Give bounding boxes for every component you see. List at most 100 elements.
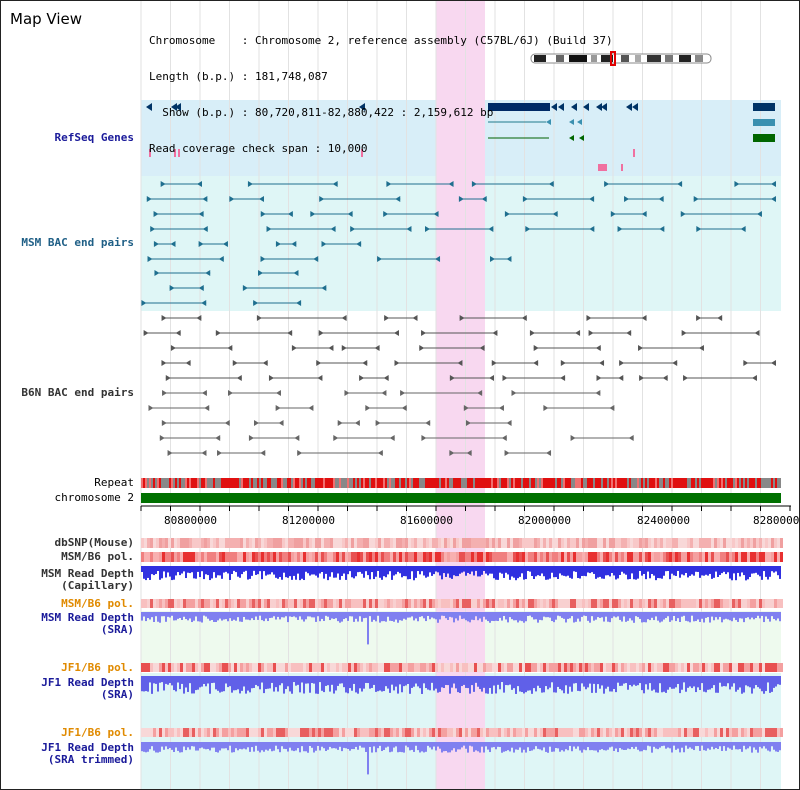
read-depth-bar (657, 676, 659, 693)
repeat-segment (389, 478, 391, 488)
read-depth-bar (705, 676, 707, 693)
bac-end-marker (560, 375, 566, 381)
repeat-segment (423, 478, 425, 488)
heat-cell (504, 552, 507, 562)
heat-cell (189, 728, 192, 737)
refseq-gene-arrow (569, 119, 574, 125)
read-depth-bar (215, 612, 217, 622)
read-depth-bar (769, 566, 771, 577)
read-depth-bar (309, 566, 311, 576)
refseq-genes-label[interactable]: RefSeq Genes (54, 131, 134, 144)
heat-cell (399, 599, 402, 608)
heat-cell (237, 599, 240, 608)
heat-cell (201, 663, 204, 672)
heat-cell (423, 663, 426, 672)
heat-cell (309, 663, 312, 672)
read-depth-bar (157, 676, 159, 692)
read-depth-bar (769, 676, 771, 693)
read-depth-bar (625, 612, 627, 622)
read-depth-bar (607, 612, 609, 622)
repeat-segment (585, 478, 587, 488)
read-depth-bar (483, 742, 485, 753)
heat-cell (372, 599, 375, 608)
heat-cell (456, 728, 459, 737)
read-depth-bar (219, 676, 221, 693)
heat-cell (705, 538, 708, 548)
read-depth-bar (753, 566, 755, 574)
repeat-segment (151, 478, 153, 488)
heat-cell (237, 538, 240, 548)
read-depth-bar (217, 566, 219, 576)
heat-cell (645, 599, 648, 608)
heat-cell (282, 663, 285, 672)
repeat-segment (549, 478, 551, 488)
bac-end-marker (143, 330, 149, 336)
read-depth-bar (417, 676, 419, 687)
heat-cell (522, 538, 525, 548)
heat-cell (462, 552, 465, 562)
heat-cell (585, 552, 588, 562)
heat-cell (276, 663, 279, 672)
read-depth-bar (707, 566, 709, 576)
repeat-segment (293, 478, 295, 488)
heat-cell (504, 663, 507, 672)
read-depth-bar (419, 612, 421, 617)
heat-cell (675, 552, 678, 562)
read-depth-bar (259, 566, 261, 572)
b6n-bac-label[interactable]: B6N BAC end pairs (21, 386, 134, 399)
read-depth-bar (693, 612, 695, 622)
read-depth-bar (627, 742, 629, 749)
repeat-segment (561, 478, 563, 488)
read-depth-bar (377, 566, 379, 571)
read-depth-bar (593, 612, 595, 621)
bac-end-marker (175, 330, 181, 336)
read-depth-bar (263, 566, 265, 572)
heat-cell (504, 599, 507, 608)
bac-end-marker (341, 345, 347, 351)
read-depth-bar (257, 566, 259, 575)
heat-cell (684, 728, 687, 737)
heat-cell (246, 538, 249, 548)
msm-bac-label[interactable]: MSM BAC end pairs (21, 236, 134, 249)
heat-cell (726, 728, 729, 737)
read-depth-bar (585, 676, 587, 690)
heat-cell (528, 552, 531, 562)
heat-cell (360, 599, 363, 608)
read-depth-bar (235, 742, 237, 749)
read-depth-bar (775, 676, 777, 687)
read-depth-bar (529, 566, 531, 572)
heat-cell (342, 538, 345, 548)
read-depth-bar (181, 612, 183, 620)
heat-cell (720, 599, 723, 608)
refseq-gene-arrow (601, 103, 607, 111)
read-depth-bar (759, 566, 761, 577)
ideogram-position-marker (610, 51, 616, 66)
heat-cell (291, 552, 294, 562)
heat-cell (186, 728, 189, 737)
repeat-segment (535, 478, 537, 488)
read-depth-bar (159, 676, 161, 683)
read-depth-bar (295, 676, 297, 686)
read-depth-bar (213, 742, 215, 748)
heat-cell (756, 728, 759, 737)
read-depth-bar (605, 566, 607, 576)
heat-cell (654, 552, 657, 562)
bac-end-marker (321, 285, 327, 291)
bac-end-marker (258, 270, 264, 276)
read-depth-bar (523, 612, 525, 623)
heat-cell (426, 599, 429, 608)
repeat-segment (343, 478, 345, 488)
repeat-segment (221, 478, 223, 488)
read-depth-bar (589, 742, 591, 751)
repeat-segment (173, 478, 175, 488)
read-depth-bar (497, 742, 499, 747)
repeat-segment (477, 478, 479, 488)
read-depth-bar (421, 566, 423, 572)
heat-cell (417, 552, 420, 562)
read-depth-bar (141, 612, 143, 621)
heat-cell (702, 728, 705, 737)
read-depth-bar (713, 742, 715, 750)
heat-cell (387, 552, 390, 562)
read-depth-bar (447, 612, 449, 620)
